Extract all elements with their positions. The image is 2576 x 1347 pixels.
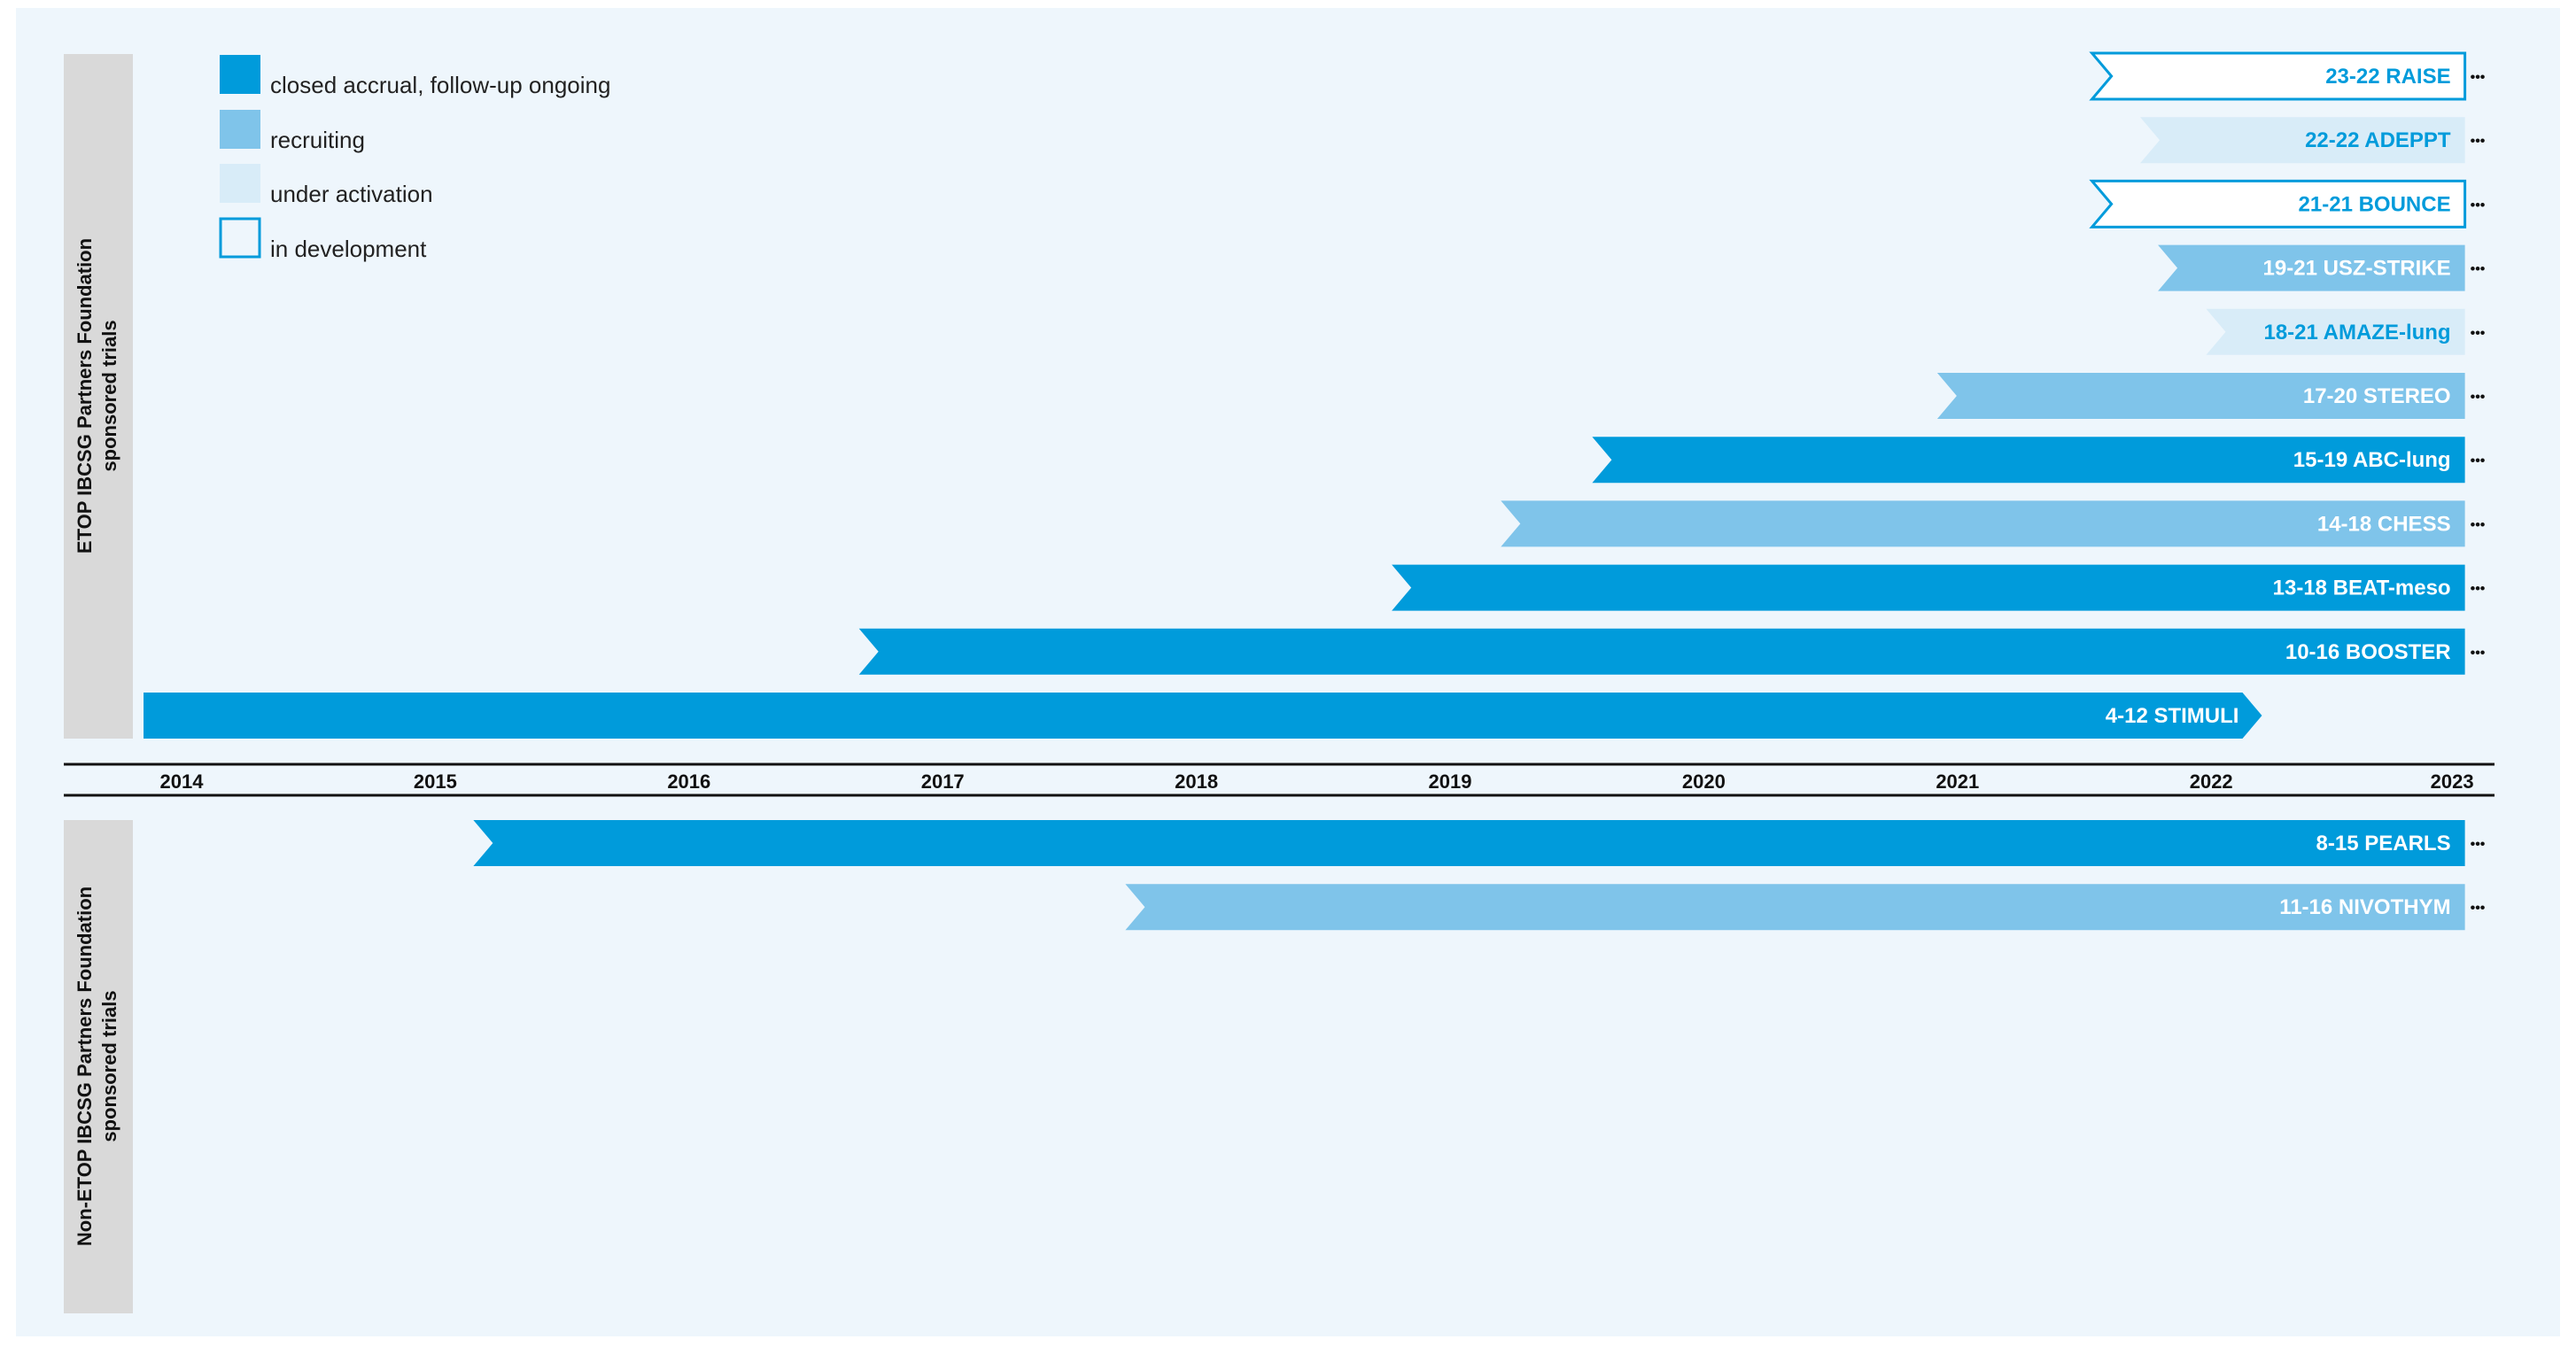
legend-swatch-recruiting bbox=[220, 110, 260, 149]
trial-label: 18-21 AMAZE-lung bbox=[2263, 321, 2450, 344]
trial-bar bbox=[473, 820, 2465, 866]
legend-label-activation: under activation bbox=[270, 181, 433, 207]
trial-bar bbox=[2089, 51, 2467, 101]
ongoing-indicator: ••• bbox=[2471, 517, 2486, 532]
ongoing-indicator: ••• bbox=[2471, 453, 2486, 468]
x-axis-ticks: 2014 2015 2016 2017 2018 2019 2020 2021 2022 2023 bbox=[160, 770, 2474, 793]
legend-swatch-development bbox=[219, 217, 261, 259]
legend-label-recruiting: recruiting bbox=[270, 127, 365, 153]
legend-swatch-activation bbox=[220, 164, 260, 203]
trial-label: 13-18 BEAT-meso bbox=[2273, 577, 2451, 600]
ongoing-indicator: ••• bbox=[2471, 70, 2486, 85]
trial-bar bbox=[2089, 179, 2467, 228]
legend-label-development: in development bbox=[270, 236, 427, 262]
trial-label: 17-20 STEREO bbox=[2303, 384, 2451, 408]
trial-bar bbox=[2158, 244, 2465, 291]
x-tick-label: 2022 bbox=[2190, 770, 2233, 793]
ongoing-indicator: ••• bbox=[2471, 646, 2486, 661]
trial-bar bbox=[1501, 500, 2465, 547]
trial-bar bbox=[1392, 564, 2465, 611]
x-tick-label: 2014 bbox=[160, 770, 205, 793]
ongoing-indicator: ••• bbox=[2471, 837, 2486, 852]
top-group-panel bbox=[64, 54, 133, 739]
trial-bar bbox=[144, 693, 2262, 739]
legend-label-closed: closed accrual, follow-up ongoing bbox=[270, 72, 610, 98]
x-tick-label: 2019 bbox=[1429, 770, 1472, 793]
x-tick-label: 2023 bbox=[2431, 770, 2474, 793]
ongoing-indicator: ••• bbox=[2471, 262, 2486, 277]
trial-bars: 23-22 RAISE ••• 22-22 ADEPPT ••• 21-21 BOUNC… bbox=[144, 51, 2486, 931]
ongoing-indicator: ••• bbox=[2471, 134, 2486, 149]
trial-label: 14-18 CHESS bbox=[2317, 512, 2451, 536]
top-group-label: ETOP IBCSG Partners Foundation sponsored … bbox=[74, 238, 120, 554]
trial-bar bbox=[2140, 117, 2465, 164]
trial-bar bbox=[1592, 437, 2465, 484]
legend: closed accrual, follow-up ongoing recrui… bbox=[219, 55, 610, 262]
bottom-group-panel bbox=[64, 820, 133, 1313]
ongoing-indicator: ••• bbox=[2471, 901, 2486, 916]
ongoing-indicator: ••• bbox=[2471, 326, 2486, 341]
x-tick-label: 2016 bbox=[667, 770, 710, 793]
bottom-group-label: Non-ETOP IBCSG Partners Foundation sponso… bbox=[74, 886, 120, 1246]
trial-bar bbox=[1125, 884, 2465, 931]
trial-label: 22-22 ADEPPT bbox=[2305, 128, 2451, 152]
x-tick-label: 2020 bbox=[1682, 770, 1726, 793]
trial-bar bbox=[2206, 308, 2465, 355]
x-tick-label: 2015 bbox=[414, 770, 457, 793]
legend-swatch-closed bbox=[220, 55, 260, 94]
trial-label: 23-22 RAISE bbox=[2325, 65, 2450, 89]
ongoing-indicator: ••• bbox=[2471, 582, 2486, 597]
ongoing-indicator: ••• bbox=[2471, 197, 2486, 213]
x-tick-label: 2017 bbox=[921, 770, 965, 793]
trial-label: 15-19 ABC-lung bbox=[2293, 448, 2451, 472]
trial-label: 10-16 BOOSTER bbox=[2285, 640, 2451, 664]
ongoing-indicator: ••• bbox=[2471, 390, 2486, 405]
x-tick-label: 2021 bbox=[1936, 770, 1979, 793]
trial-label: 8-15 PEARLS bbox=[2316, 832, 2451, 855]
trial-bar bbox=[858, 628, 2465, 675]
trial-label: 11-16 NIVOTHYM bbox=[2279, 895, 2450, 919]
x-tick-label: 2018 bbox=[1175, 770, 1218, 793]
trial-bar bbox=[1936, 373, 2465, 419]
trial-label: 19-21 USZ-STRIKE bbox=[2263, 257, 2451, 281]
trial-label: 4-12 STIMULI bbox=[2106, 704, 2239, 728]
trial-label: 21-21 BOUNCE bbox=[2299, 192, 2451, 216]
